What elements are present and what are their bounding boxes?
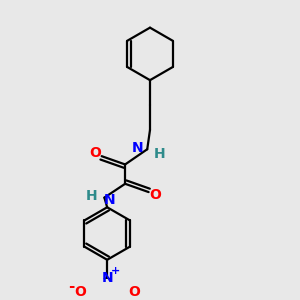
Text: N: N	[132, 141, 143, 155]
Text: N: N	[104, 194, 116, 207]
Text: O: O	[128, 285, 140, 299]
Text: +: +	[111, 266, 120, 276]
Text: H: H	[86, 189, 98, 203]
Text: -: -	[68, 278, 74, 293]
Text: O: O	[89, 146, 101, 161]
Text: O: O	[150, 188, 161, 202]
Text: O: O	[74, 285, 86, 299]
Text: H: H	[154, 147, 166, 161]
Text: N: N	[101, 271, 113, 285]
